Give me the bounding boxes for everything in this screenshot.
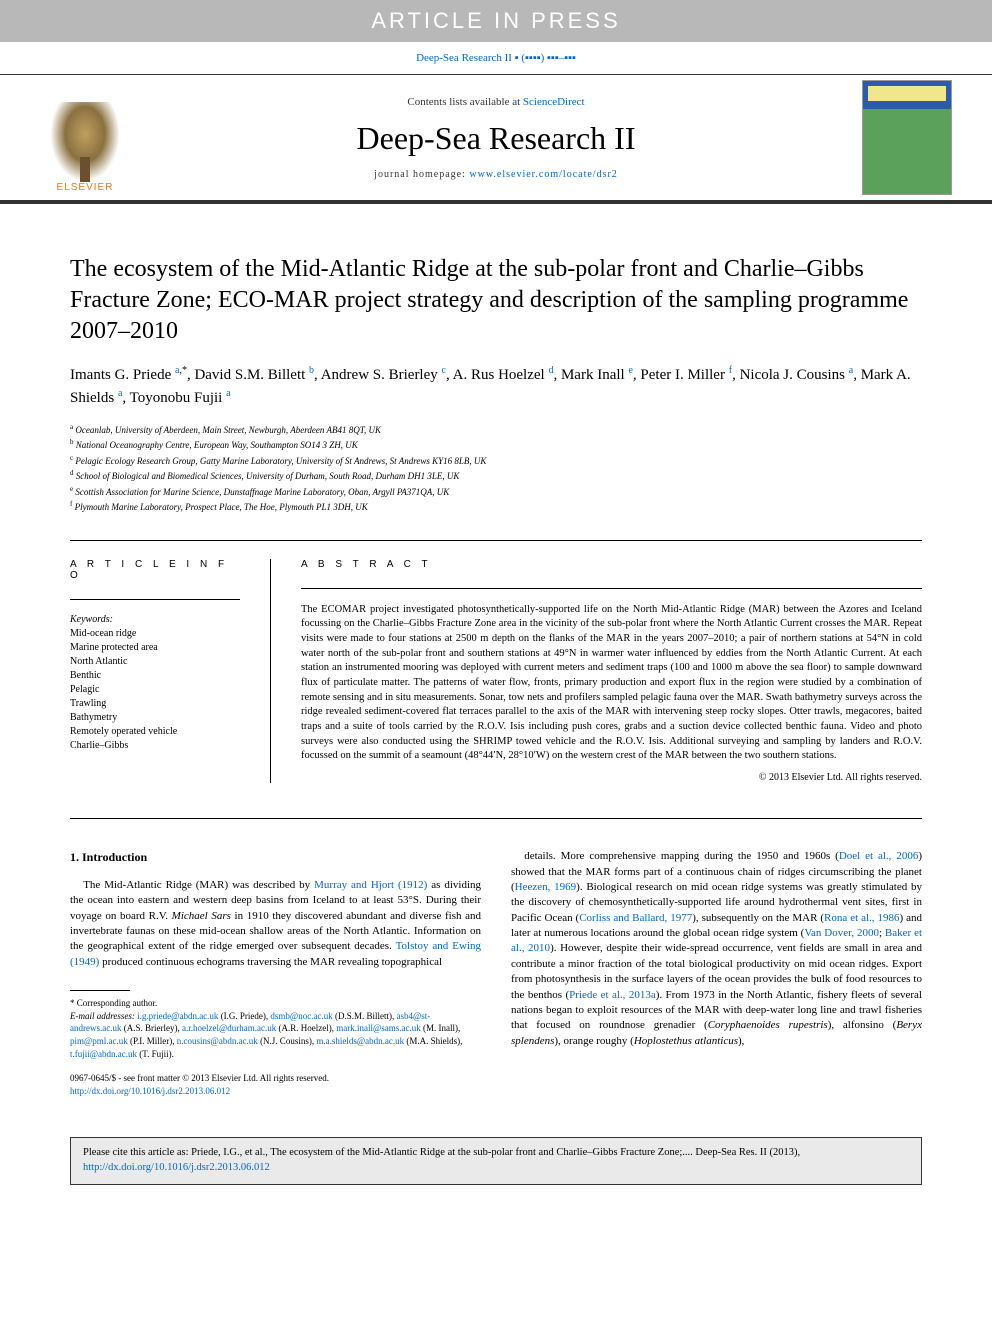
- article-title: The ecosystem of the Mid-Atlantic Ridge …: [70, 254, 922, 348]
- journal-homepage-line: journal homepage: www.elsevier.com/locat…: [130, 169, 862, 180]
- abstract-text: The ECOMAR project investigated photosyn…: [301, 603, 922, 765]
- abstract-heading: A B S T R A C T: [301, 559, 922, 570]
- sciencedirect-link[interactable]: ScienceDirect: [523, 96, 585, 108]
- journal-reference: Deep-Sea Research II ▪ (▪▪▪▪) ▪▪▪–▪▪▪: [0, 42, 992, 74]
- left-column: 1. Introduction The Mid-Atlantic Ridge (…: [70, 849, 481, 1097]
- article-main: The ecosystem of the Mid-Atlantic Ridge …: [0, 204, 992, 1117]
- email-addresses: E-mail addresses: i.g.priede@abdn.ac.uk …: [70, 1010, 481, 1060]
- body-paragraph: details. More comprehensive mapping duri…: [511, 849, 922, 1049]
- article-info-heading: A R T I C L E I N F O: [70, 559, 240, 581]
- keywords-label: Keywords:: [70, 614, 240, 625]
- doi-link[interactable]: http://dx.doi.org/10.1016/j.dsr2.2013.06…: [70, 1086, 230, 1096]
- article-in-press-banner: ARTICLE IN PRESS: [0, 0, 992, 42]
- affiliation-list: a Oceanlab, University of Aberdeen, Main…: [70, 422, 922, 515]
- citation-box: Please cite this article as: Priede, I.G…: [70, 1137, 922, 1184]
- right-column: details. More comprehensive mapping duri…: [511, 849, 922, 1097]
- keywords-list: Mid-ocean ridgeMarine protected areaNort…: [70, 627, 240, 753]
- publisher-name: ELSEVIER: [57, 182, 114, 193]
- citation-doi-link[interactable]: http://dx.doi.org/10.1016/j.dsr2.2013.06…: [83, 1162, 270, 1173]
- journal-header: ELSEVIER Contents lists available at Sci…: [0, 74, 992, 204]
- header-center: Contents lists available at ScienceDirec…: [130, 86, 862, 190]
- info-abstract-row: A R T I C L E I N F O Keywords: Mid-ocea…: [70, 540, 922, 784]
- footnotes: * Corresponding author. E-mail addresses…: [70, 997, 481, 1060]
- body-columns: 1. Introduction The Mid-Atlantic Ridge (…: [70, 818, 922, 1097]
- author-list: Imants G. Priede a,*, David S.M. Billett…: [70, 363, 922, 410]
- elsevier-tree-icon: [50, 102, 120, 182]
- abstract-column: A B S T R A C T The ECOMAR project inves…: [270, 559, 922, 784]
- citation-text: Please cite this article as: Priede, I.G…: [83, 1147, 800, 1158]
- article-info-column: A R T I C L E I N F O Keywords: Mid-ocea…: [70, 559, 270, 784]
- elsevier-logo: ELSEVIER: [40, 83, 130, 193]
- doi-block: 0967-0645/$ - see front matter © 2013 El…: [70, 1072, 481, 1097]
- section-heading-introduction: 1. Introduction: [70, 849, 481, 866]
- corresponding-author-note: * Corresponding author.: [70, 997, 481, 1010]
- abstract-copyright: © 2013 Elsevier Ltd. All rights reserved…: [301, 772, 922, 783]
- body-paragraph: The Mid-Atlantic Ridge (MAR) was describ…: [70, 878, 481, 970]
- footnote-rule: [70, 990, 130, 991]
- journal-cover-thumbnail: DEEP-SEA RESEARCH PART II: [862, 80, 952, 195]
- cover-label: DEEP-SEA RESEARCH PART II: [863, 81, 951, 93]
- issn-line: 0967-0645/$ - see front matter © 2013 El…: [70, 1072, 481, 1085]
- journal-homepage-link[interactable]: www.elsevier.com/locate/dsr2: [469, 169, 617, 180]
- journal-title: Deep-Sea Research II: [130, 120, 862, 157]
- contents-available-line: Contents lists available at ScienceDirec…: [130, 96, 862, 108]
